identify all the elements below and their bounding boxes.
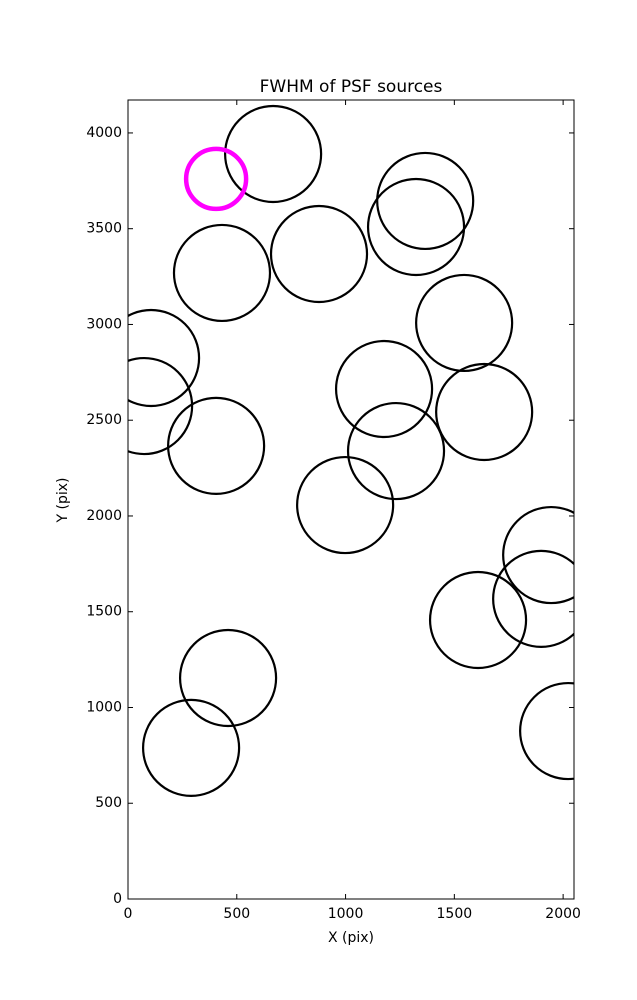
source-circle bbox=[178, 628, 278, 728]
source-circle bbox=[183, 146, 249, 212]
source-circle bbox=[269, 204, 369, 304]
source-circle bbox=[366, 177, 466, 277]
x-tick-label: 1000 bbox=[328, 906, 364, 922]
y-tick-label: 500 bbox=[95, 795, 122, 811]
y-tick-label: 1500 bbox=[86, 604, 122, 620]
source-circle bbox=[376, 151, 475, 251]
source-circle bbox=[296, 455, 395, 555]
y-tick-label: 2000 bbox=[86, 508, 122, 524]
y-tick-label: 4000 bbox=[86, 125, 122, 141]
source-circle bbox=[428, 570, 528, 670]
source-circle bbox=[128, 356, 194, 456]
source-circle bbox=[502, 505, 574, 605]
y-axis-label: Y (pix) bbox=[55, 478, 71, 524]
source-circle bbox=[492, 549, 574, 648]
x-tick-label: 500 bbox=[223, 906, 250, 922]
y-tick-label: 0 bbox=[113, 891, 122, 907]
source-circle bbox=[346, 401, 446, 501]
source-circle bbox=[128, 308, 201, 408]
source-circle bbox=[224, 104, 323, 204]
y-tick-label: 3000 bbox=[86, 316, 122, 332]
x-tick-label: 1500 bbox=[437, 906, 473, 922]
plot-area bbox=[128, 104, 574, 797]
source-circle bbox=[519, 681, 574, 781]
source-circle bbox=[172, 223, 272, 323]
x-axis-label: X (pix) bbox=[328, 930, 374, 946]
axes-frame bbox=[127, 99, 575, 900]
y-tick-label: 3500 bbox=[86, 221, 122, 237]
y-tick-label: 2500 bbox=[86, 412, 122, 428]
source-circle bbox=[415, 273, 514, 373]
source-circle bbox=[141, 698, 241, 797]
source-circle bbox=[435, 362, 534, 462]
y-tick-label: 1000 bbox=[86, 699, 122, 715]
source-circle bbox=[167, 396, 266, 495]
chart-title: FWHM of PSF sources bbox=[260, 77, 443, 97]
x-tick-label: 2000 bbox=[545, 906, 581, 922]
source-circle bbox=[334, 339, 434, 439]
x-tick-label: 0 bbox=[124, 906, 133, 922]
